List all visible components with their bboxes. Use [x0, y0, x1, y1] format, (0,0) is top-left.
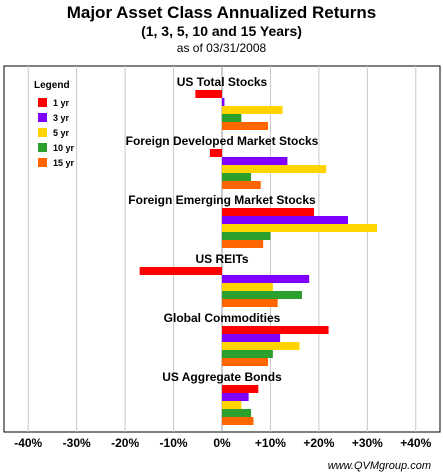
bar	[222, 240, 264, 248]
chart-titles: Major Asset Class Annualized Returns (1,…	[0, 0, 443, 56]
bar	[222, 350, 273, 358]
legend-swatch	[38, 98, 47, 107]
chart-title: Major Asset Class Annualized Returns	[66, 3, 377, 22]
bar	[222, 157, 288, 165]
bar	[222, 401, 242, 409]
legend-label: 5 yr	[53, 128, 70, 138]
legend-swatch	[38, 158, 47, 167]
x-tick-label: +40%	[400, 436, 431, 450]
legend-title: Legend	[34, 80, 70, 91]
footer-url: www.QVMgroup.com	[327, 460, 431, 472]
x-tick-label: +20%	[303, 436, 334, 450]
bar	[222, 98, 225, 106]
bar	[222, 291, 302, 299]
legend-label: 15 yr	[53, 158, 75, 168]
bar	[222, 326, 329, 334]
bar	[222, 224, 378, 232]
bar	[222, 106, 283, 114]
x-tick-label: -30%	[63, 436, 91, 450]
bar	[222, 299, 278, 307]
x-tick-label: -20%	[111, 436, 139, 450]
legend-swatch	[38, 113, 47, 122]
category-label: US REITs	[195, 252, 248, 266]
bar	[222, 208, 315, 216]
x-tick-label: +10%	[255, 436, 286, 450]
x-tick-label: 0%	[213, 436, 231, 450]
category-label: Foreign Emerging Market Stocks	[128, 193, 316, 207]
bar	[222, 417, 254, 425]
bar	[222, 216, 348, 224]
bar	[222, 114, 242, 122]
category-label: US Total Stocks	[177, 75, 268, 89]
bar	[222, 181, 261, 189]
bar	[222, 283, 273, 291]
bar	[209, 149, 222, 157]
category-label: Global Commodities	[164, 311, 281, 325]
bar	[222, 173, 252, 181]
legend-swatch	[38, 128, 47, 137]
bar	[222, 409, 252, 417]
legend-swatch	[38, 143, 47, 152]
bar	[222, 122, 269, 130]
bar	[222, 334, 281, 342]
x-tick-label: +30%	[352, 436, 383, 450]
category-label: US Aggregate Bonds	[162, 370, 282, 384]
x-tick-label: -40%	[14, 436, 42, 450]
bar	[222, 275, 310, 283]
x-tick-label: -10%	[160, 436, 188, 450]
bar	[222, 165, 327, 173]
bar	[222, 385, 259, 393]
legend-label: 1 yr	[53, 98, 70, 108]
bar	[195, 90, 222, 98]
legend-label: 10 yr	[53, 143, 75, 153]
chart-date-note: as of 03/31/2008	[176, 41, 267, 55]
legend-label: 3 yr	[53, 113, 70, 123]
category-label: Foreign Developed Market Stocks	[126, 134, 319, 148]
chart-subtitle: (1, 3, 5, 10 and 15 Years)	[141, 23, 302, 39]
bar	[222, 342, 300, 350]
bar	[222, 232, 271, 240]
bar	[222, 393, 249, 401]
bar	[139, 267, 222, 275]
bar	[222, 358, 269, 366]
